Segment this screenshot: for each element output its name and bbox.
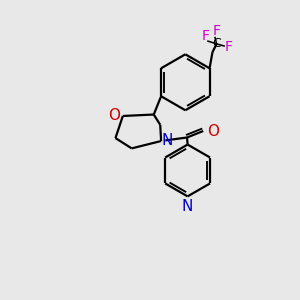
Text: C: C: [212, 38, 221, 50]
Text: N: N: [181, 199, 193, 214]
Text: O: O: [109, 108, 121, 123]
Text: N: N: [162, 133, 173, 148]
Text: O: O: [207, 124, 219, 139]
Text: F: F: [225, 40, 233, 54]
Text: F: F: [213, 24, 221, 38]
Text: F: F: [202, 29, 210, 43]
